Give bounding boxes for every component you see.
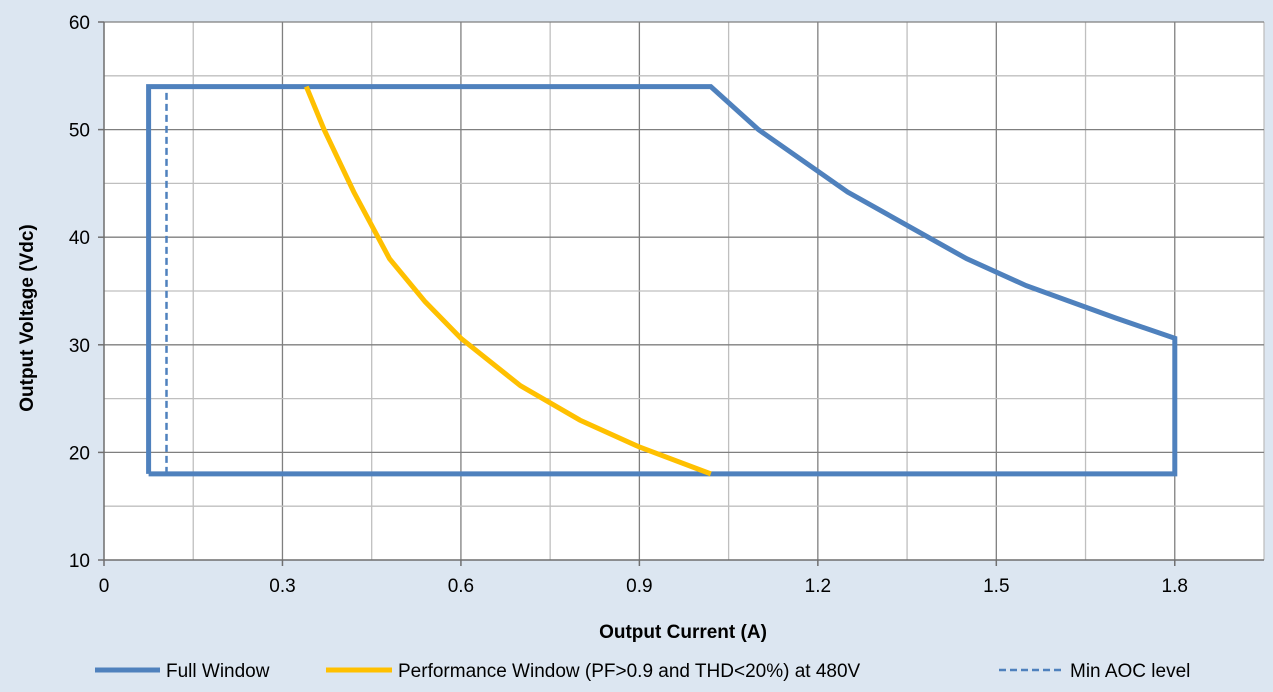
x-axis-title: Output Current (A) [599,622,767,643]
legend: Full Window Performance Window (PF>0.9 a… [95,661,1190,682]
series [146,84,1178,477]
axes [98,21,1264,566]
x-tick-label: 0.9 [626,576,652,597]
x-tick-label: 1.5 [983,576,1009,597]
tick-labels: 0 0.3 0.6 0.9 1.2 1.5 1.8 10 20 30 40 50 60 [69,13,1188,597]
series-full-window [146,84,1178,477]
x-tick-label: 1.8 [1162,576,1188,597]
y-tick-label: 30 [69,336,90,357]
legend-label-full-window: Full Window [166,661,270,682]
x-tick-label: 0 [99,576,110,597]
y-tick-label: 40 [69,228,90,249]
series-performance-window [303,85,712,477]
legend-label-performance-window: Performance Window (PF>0.9 and THD<20%) … [398,661,861,682]
grid [104,21,1265,560]
y-axis-title: Output Voltage (Vdc) [17,224,38,412]
legend-label-min-aoc-level: Min AOC level [1070,661,1190,682]
x-tick-label: 0.6 [448,576,474,597]
y-tick-label: 50 [69,121,90,142]
y-tick-label: 10 [69,551,90,572]
y-tick-label: 20 [69,443,90,464]
y-tick-label: 60 [69,13,90,34]
x-tick-label: 1.2 [805,576,831,597]
x-tick-label: 0.3 [269,576,295,597]
